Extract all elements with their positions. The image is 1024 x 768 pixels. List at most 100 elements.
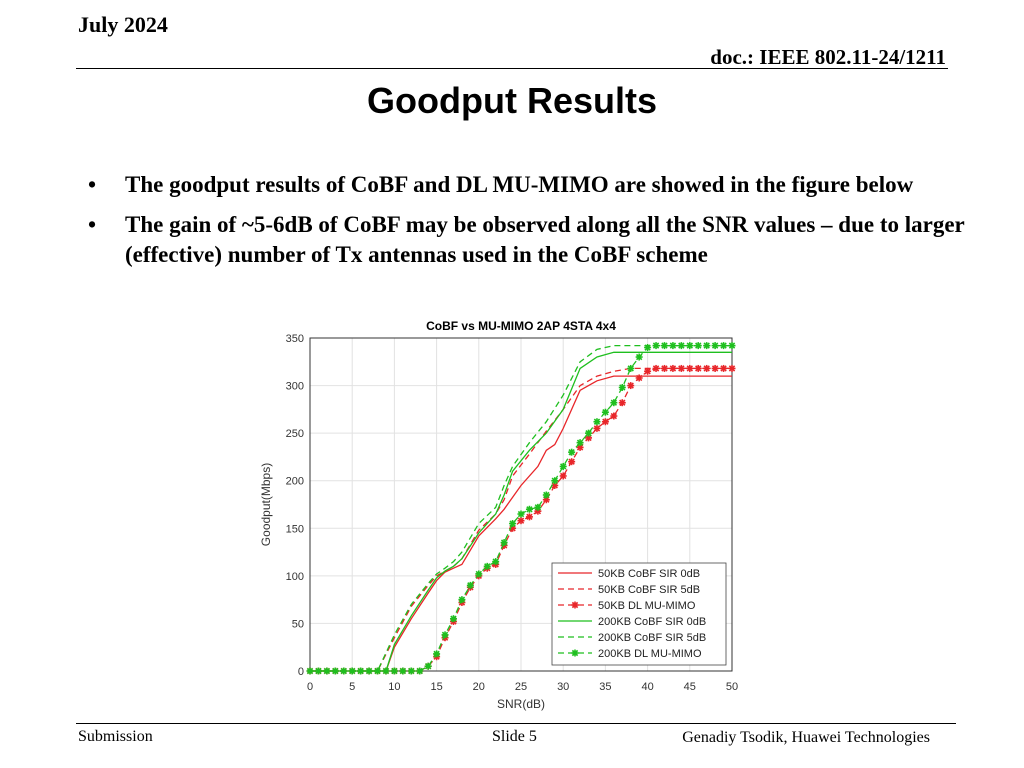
data-point-marker (525, 505, 533, 513)
data-point-marker (331, 667, 339, 675)
data-point-marker (559, 472, 567, 480)
footer-submission: Submission (78, 728, 153, 745)
data-point-marker (374, 667, 382, 675)
header-doc-id: doc.: IEEE 802.11-24/1211 (710, 45, 946, 69)
bullet-list: • The goodput results of CoBF and DL MU-… (88, 170, 978, 280)
series-line-2 (310, 367, 732, 672)
series-line-4 (310, 351, 732, 672)
series-line-1 (310, 375, 732, 672)
data-point-marker (449, 615, 457, 623)
y-axis-label: Goodput(Mbps) (259, 463, 273, 546)
x-tick-label: 30 (557, 681, 569, 693)
data-point-marker (534, 503, 542, 511)
data-point-marker (306, 667, 314, 675)
data-point-marker (601, 408, 609, 416)
bullet-symbol: • (88, 172, 97, 197)
data-point-marker (483, 562, 491, 570)
bullet-item: • The gain of ~5-6dB of CoBF may be obse… (88, 210, 978, 270)
data-point-marker (416, 667, 424, 675)
x-tick-label: 10 (388, 681, 400, 693)
slide-title: Goodput Results (367, 80, 657, 121)
data-point-marker (720, 364, 728, 372)
legend-label: 50KB DL MU-MIMO (598, 600, 696, 612)
data-point-marker (517, 517, 525, 525)
x-tick-label: 5 (349, 681, 355, 693)
data-point-marker (568, 458, 576, 466)
legend-label: 200KB CoBF SIR 0dB (598, 616, 706, 628)
data-point-marker (618, 399, 626, 407)
legend-marker (571, 601, 579, 609)
data-point-marker (314, 667, 322, 675)
data-point-marker (576, 439, 584, 447)
data-point-marker (323, 667, 331, 675)
data-point-marker (559, 462, 567, 470)
x-tick-label: 50 (726, 681, 738, 693)
legend-label: 200KB CoBF SIR 5dB (598, 632, 706, 644)
legend-label: 200KB DL MU-MIMO (598, 648, 702, 660)
data-point-marker (677, 342, 685, 350)
data-point-marker (635, 353, 643, 361)
data-point-marker (677, 364, 685, 372)
x-tick-label: 35 (599, 681, 611, 693)
data-point-marker (720, 342, 728, 350)
data-point-marker (382, 667, 390, 675)
x-tick-label: 40 (641, 681, 653, 693)
data-point-marker (635, 374, 643, 382)
data-point-marker (593, 424, 601, 432)
data-point-marker (390, 667, 398, 675)
bullet-symbol: • (88, 212, 97, 237)
y-tick-label: 300 (286, 381, 304, 393)
y-tick-label: 50 (292, 618, 304, 630)
data-point-marker (627, 382, 635, 390)
data-point-marker (466, 581, 474, 589)
data-point-marker (542, 491, 550, 499)
data-point-marker (652, 364, 660, 372)
data-point-marker (644, 344, 652, 352)
data-point-marker (492, 558, 500, 566)
data-point-marker (458, 596, 466, 604)
legend-marker (571, 649, 579, 657)
data-point-marker (711, 342, 719, 350)
x-tick-label: 45 (684, 681, 696, 693)
footer-slide-number: Slide 5 (492, 728, 537, 745)
data-point-marker (686, 364, 694, 372)
legend-box (551, 562, 727, 666)
chart-title: CoBF vs MU-MIMO 2AP 4STA 4x4 (426, 319, 616, 333)
data-point-marker (424, 662, 432, 670)
data-point-marker (703, 364, 711, 372)
series-line-5 (310, 344, 732, 672)
data-point-marker (728, 364, 736, 372)
data-point-marker (500, 539, 508, 547)
data-point-marker (660, 364, 668, 372)
data-point-marker (509, 520, 517, 528)
y-tick-label: 150 (286, 523, 304, 535)
y-tick-label: 200 (286, 476, 304, 488)
y-tick-label: 350 (286, 333, 304, 345)
data-point-marker (551, 477, 559, 485)
data-point-marker (644, 367, 652, 375)
plot-frame (309, 337, 733, 672)
bullet-text: The gain of ~5-6dB of CoBF may be observ… (125, 212, 965, 267)
x-axis-label: SNR(dB) (497, 697, 545, 711)
data-point-marker (694, 364, 702, 372)
y-tick-label: 100 (286, 571, 304, 583)
x-tick-label: 25 (515, 681, 527, 693)
data-point-marker (610, 399, 618, 407)
data-point-marker (365, 667, 373, 675)
data-point-marker (601, 418, 609, 426)
data-point-marker (357, 667, 365, 675)
goodput-chart: 0 5 10 15 20 25 30 35 40 45 50 0 50 100 150 200 250 300 35… (259, 319, 738, 711)
data-point-marker (703, 342, 711, 350)
data-point-marker (652, 342, 660, 350)
data-point-marker (610, 412, 618, 420)
bullet-text: The goodput results of CoBF and DL MU-MI… (125, 172, 914, 197)
header-divider (76, 68, 948, 69)
data-point-marker (517, 510, 525, 518)
y-tick-label: 250 (286, 428, 304, 440)
data-point-marker (711, 364, 719, 372)
data-point-marker (340, 667, 348, 675)
legend-label: 50KB CoBF SIR 5dB (598, 584, 700, 596)
data-point-marker (627, 364, 635, 372)
data-point-marker (618, 383, 626, 391)
data-point-marker (433, 650, 441, 658)
